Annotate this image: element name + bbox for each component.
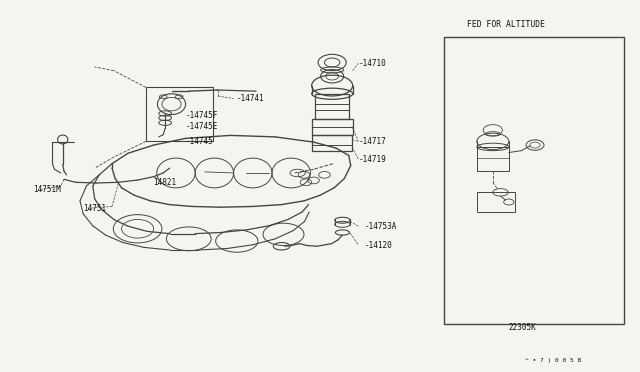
Bar <box>477 192 515 212</box>
Bar <box>312 119 353 135</box>
Text: 14751: 14751 <box>83 204 106 213</box>
Bar <box>312 135 352 151</box>
Text: -14719: -14719 <box>358 155 386 164</box>
Text: FED FOR ALTITUDE: FED FOR ALTITUDE <box>467 20 545 29</box>
Text: ^ ∙ 7 ) 0 0 5 8: ^ ∙ 7 ) 0 0 5 8 <box>525 358 581 363</box>
Bar <box>444 37 624 324</box>
Text: -14753A: -14753A <box>365 222 397 231</box>
Text: 14751M: 14751M <box>33 185 61 194</box>
Text: -14120: -14120 <box>365 241 392 250</box>
Text: 22305K: 22305K <box>509 323 536 332</box>
Text: -14741: -14741 <box>237 94 264 103</box>
Text: -14717: -14717 <box>358 137 386 146</box>
Text: -14745: -14745 <box>186 137 213 146</box>
Bar <box>477 147 509 171</box>
Text: 14821: 14821 <box>154 178 177 187</box>
Text: -14710: -14710 <box>358 59 386 68</box>
Text: -14745F: -14745F <box>186 111 218 120</box>
Bar <box>315 94 349 119</box>
Text: -14745E: -14745E <box>186 122 218 131</box>
Bar <box>146 87 213 141</box>
